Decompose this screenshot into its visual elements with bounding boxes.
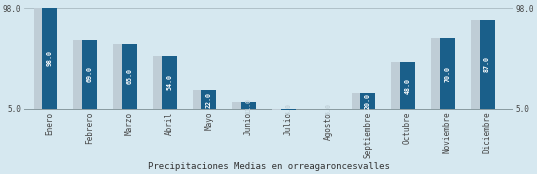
Text: 20.0: 20.0	[365, 93, 371, 109]
Text: 98.0: 98.0	[47, 50, 53, 66]
Bar	[113, 44, 128, 109]
Text: 69.0: 69.0	[86, 66, 93, 82]
Bar	[360, 93, 375, 109]
Bar	[480, 20, 495, 109]
Text: 22.0: 22.0	[206, 92, 212, 108]
Text: 65.0: 65.0	[126, 68, 133, 84]
Bar	[391, 62, 407, 109]
Bar	[193, 90, 208, 109]
Bar	[400, 62, 415, 109]
Bar	[42, 8, 57, 109]
Text: 4.0: 4.0	[285, 103, 292, 115]
Bar	[272, 109, 287, 110]
Text: 48.0: 48.0	[404, 78, 411, 94]
Bar	[233, 102, 248, 109]
Bar	[201, 90, 216, 109]
Text: 87.0: 87.0	[484, 56, 490, 72]
Bar	[352, 93, 367, 109]
Text: 11.0: 11.0	[245, 98, 252, 114]
Bar	[74, 39, 89, 109]
Bar	[153, 56, 168, 109]
Bar	[241, 102, 256, 109]
Bar	[440, 38, 455, 109]
Bar	[82, 39, 97, 109]
Bar	[281, 109, 296, 110]
Bar	[34, 8, 49, 109]
Bar	[471, 20, 486, 109]
Bar	[431, 38, 446, 109]
Text: 54.0: 54.0	[166, 74, 172, 90]
Text: 5.0: 5.0	[325, 103, 331, 115]
Bar	[162, 56, 177, 109]
Bar	[122, 44, 137, 109]
Text: 70.0: 70.0	[444, 66, 451, 82]
X-axis label: Precipitaciones Medias en orreagaroncesvalles: Precipitaciones Medias en orreagaroncesv…	[148, 162, 389, 171]
